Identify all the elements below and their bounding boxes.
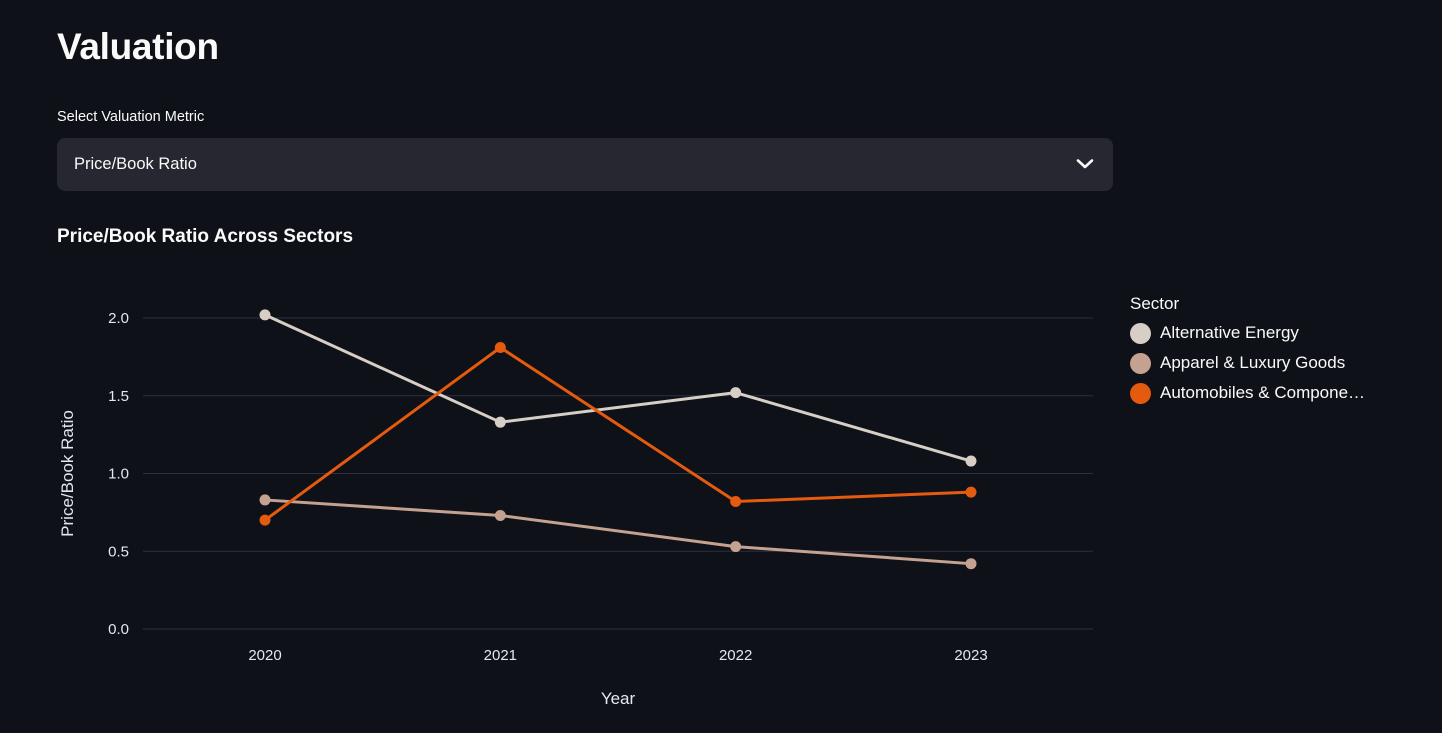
legend-items: Alternative Energy Apparel & Luxury Goods… bbox=[1130, 322, 1366, 404]
x-tick-label: 2023 bbox=[954, 647, 987, 664]
legend-swatch-icon bbox=[1130, 382, 1151, 404]
metric-select-value: Price/Book Ratio bbox=[74, 154, 197, 173]
data-point bbox=[259, 514, 271, 526]
chevron-down-icon bbox=[1075, 158, 1095, 170]
chart-container: 0.0 0.5 1.0 1.5 2.0 2020 2021 2022 2023 Year Price… bbox=[57, 281, 1385, 731]
legend-item: Automobiles & Compone… bbox=[1130, 382, 1366, 404]
x-tick-label: 2022 bbox=[719, 647, 752, 664]
y-tick-label: 1.5 bbox=[108, 387, 129, 404]
data-point bbox=[965, 455, 977, 467]
y-tick-label: 0.5 bbox=[108, 543, 129, 560]
series-line bbox=[263, 498, 973, 565]
legend-swatch-icon bbox=[1130, 322, 1151, 344]
series-line bbox=[263, 313, 973, 463]
data-point bbox=[730, 540, 742, 552]
y-tick-label: 1.0 bbox=[108, 465, 129, 482]
legend-title: Sector bbox=[1130, 293, 1180, 313]
page-title: Valuation bbox=[57, 26, 219, 67]
legend-item: Apparel & Luxury Goods bbox=[1130, 352, 1365, 374]
data-point bbox=[965, 557, 977, 569]
y-tick-label: 2.0 bbox=[108, 310, 129, 327]
metric-select-label: Select Valuation Metric bbox=[57, 109, 205, 126]
chart-legend: Sector Alternative Energy Apparel & Luxur… bbox=[1130, 294, 1365, 413]
data-point bbox=[494, 416, 506, 428]
data-point bbox=[494, 509, 506, 521]
series-line bbox=[263, 345, 973, 522]
metric-select[interactable]: Price/Book Ratio bbox=[57, 137, 1113, 191]
y-axis-title: Price/Book Ratio bbox=[58, 410, 77, 537]
data-point bbox=[494, 341, 506, 353]
pricebook-line-chart[interactable]: 0.0 0.5 1.0 1.5 2.0 2020 2021 2022 2023 Year Price… bbox=[57, 281, 1103, 731]
legend-swatch-icon bbox=[1130, 352, 1151, 374]
legend-label: Apparel & Luxury Goods bbox=[1160, 353, 1346, 373]
legend-item: Alternative Energy bbox=[1130, 322, 1365, 344]
data-point bbox=[259, 309, 271, 321]
y-tick-label: 0.0 bbox=[108, 621, 129, 638]
data-point bbox=[965, 486, 977, 498]
data-point bbox=[730, 386, 742, 398]
data-point bbox=[730, 495, 742, 507]
x-tick-label: 2021 bbox=[484, 647, 517, 664]
legend-label: Automobiles & Compone… bbox=[1160, 383, 1366, 403]
legend-label: Alternative Energy bbox=[1160, 323, 1299, 343]
x-axis-title: Year bbox=[601, 689, 636, 708]
chart-heading: Price/Book Ratio Across Sectors bbox=[57, 225, 354, 247]
x-tick-label: 2020 bbox=[248, 647, 281, 664]
data-point bbox=[259, 494, 271, 506]
